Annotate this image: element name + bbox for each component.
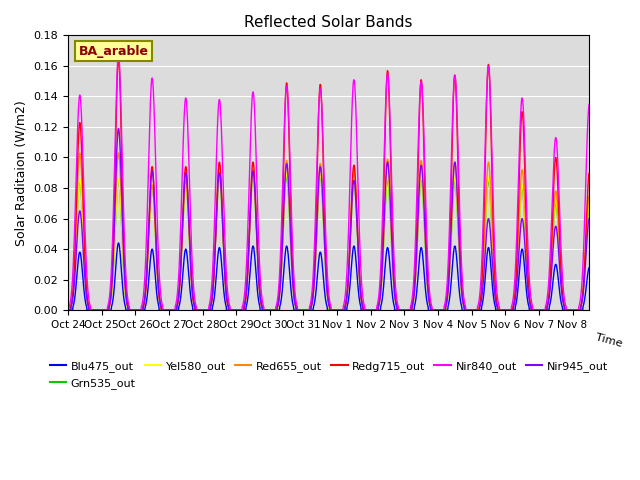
Red655_out [464, 307, 472, 313]
Line: Red655_out: Red655_out [68, 153, 606, 310]
Yel580_out [148, 180, 156, 186]
Nir840_out [323, 267, 331, 273]
Nir840_out [64, 307, 72, 313]
Nir840_out [313, 160, 321, 166]
Blu475_out [148, 247, 156, 252]
Line: Nir840_out: Nir840_out [68, 55, 606, 310]
Yel580_out [283, 170, 291, 176]
Nir840_out [602, 307, 610, 313]
Line: Grn535_out: Grn535_out [68, 176, 606, 310]
Redg715_out [313, 177, 321, 182]
Blu475_out [543, 307, 551, 313]
Red655_out [115, 150, 122, 156]
Grn535_out [602, 307, 610, 313]
Nir945_out [602, 307, 610, 313]
Nir840_out [464, 307, 472, 313]
Blu475_out [313, 278, 321, 284]
Red655_out [543, 303, 551, 309]
Text: Time: Time [595, 332, 623, 349]
Redg715_out [464, 307, 472, 313]
Title: Reflected Solar Bands: Reflected Solar Bands [244, 15, 413, 30]
Red655_out [148, 183, 156, 189]
Text: BA_arable: BA_arable [79, 45, 148, 58]
Yel580_out [596, 307, 604, 313]
Blu475_out [596, 307, 604, 313]
Legend: Blu475_out, Grn535_out, Yel580_out, Red655_out, Redg715_out, Nir840_out, Nir945_: Blu475_out, Grn535_out, Yel580_out, Red6… [45, 357, 612, 393]
Blu475_out [64, 307, 72, 313]
Grn535_out [464, 307, 472, 313]
Nir840_out [148, 77, 156, 83]
Redg715_out [115, 55, 122, 61]
Nir840_out [115, 52, 122, 58]
Nir840_out [596, 302, 604, 308]
Nir945_out [323, 289, 331, 295]
Nir945_out [543, 307, 551, 313]
Redg715_out [596, 307, 604, 313]
Red655_out [313, 218, 321, 224]
Nir945_out [464, 307, 472, 313]
Yel580_out [313, 224, 321, 230]
Grn535_out [64, 307, 72, 313]
Nir945_out [115, 126, 122, 132]
Line: Blu475_out: Blu475_out [68, 243, 606, 310]
Blu475_out [115, 240, 122, 246]
Line: Redg715_out: Redg715_out [68, 58, 606, 310]
Blu475_out [323, 304, 331, 310]
Redg715_out [602, 307, 610, 313]
Grn535_out [596, 307, 604, 313]
Nir945_out [596, 307, 604, 313]
Grn535_out [323, 290, 331, 296]
Yel580_out [464, 307, 472, 313]
Redg715_out [323, 284, 331, 290]
Red655_out [64, 307, 72, 313]
Line: Yel580_out: Yel580_out [68, 173, 606, 310]
Red655_out [596, 307, 604, 313]
Grn535_out [543, 304, 551, 310]
Yel580_out [64, 307, 72, 313]
Red655_out [602, 307, 610, 313]
Redg715_out [543, 304, 551, 310]
Redg715_out [148, 165, 156, 171]
Blu475_out [464, 307, 472, 313]
Nir840_out [543, 297, 551, 303]
Nir945_out [313, 220, 321, 226]
Grn535_out [313, 225, 321, 231]
Yel580_out [323, 290, 331, 296]
Grn535_out [216, 173, 223, 179]
Grn535_out [148, 182, 156, 188]
Line: Nir945_out: Nir945_out [68, 129, 606, 310]
Nir945_out [64, 307, 72, 313]
Red655_out [323, 288, 331, 294]
Nir945_out [148, 169, 156, 175]
Blu475_out [602, 307, 610, 313]
Y-axis label: Solar Raditaion (W/m2): Solar Raditaion (W/m2) [15, 100, 28, 246]
Redg715_out [64, 307, 72, 313]
Yel580_out [602, 307, 610, 313]
Yel580_out [543, 304, 551, 310]
